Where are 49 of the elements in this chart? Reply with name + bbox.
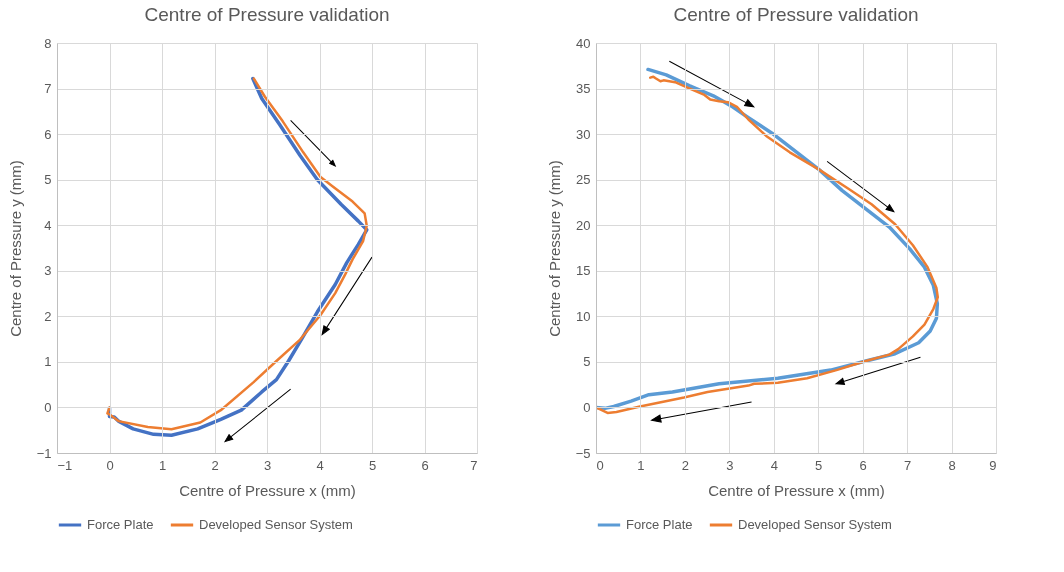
y-tick-label: −1 [36,445,52,461]
y-axis-title: Centre of Pressure y (mm) [545,160,563,337]
y-tick-label: −5 [575,445,591,461]
y-tick-label: 25 [576,172,591,188]
chart-title: Centre of Pressure validation [144,4,390,25]
y-tick-label: 40 [576,35,591,51]
chart-title: Centre of Pressure validation [673,4,919,25]
x-tick-label: 8 [948,457,956,473]
y-tick-label: 8 [44,35,52,51]
y-tick-label: 0 [44,399,52,415]
y-tick-label: 4 [44,217,52,233]
y-tick-label: 3 [44,263,52,279]
x-axis-title: Centre of Pressure x (mm) [179,481,356,499]
y-tick-label: 5 [583,354,591,370]
x-tick-label: 3 [263,457,272,473]
x-tick-label: 2 [681,457,690,473]
legend-label: Developed Sensor System [199,517,353,532]
x-tick-label: 7 [470,457,478,473]
x-tick-label: 4 [770,457,778,473]
legend-label: Developed Sensor System [738,517,892,532]
x-tick-label: 0 [596,457,604,473]
x-tick-label: 5 [815,457,823,473]
legend-label: Force Plate [626,517,693,532]
x-tick-label: 4 [316,457,324,473]
x-axis-title: Centre of Pressure x (mm) [708,481,885,499]
x-tick-label: −1 [57,457,73,473]
x-tick-label: 2 [211,457,219,473]
y-tick-label: 1 [44,354,52,370]
y-axis-title: Centre of Pressure y (mm) [6,160,24,337]
x-tick-label: 0 [106,457,114,473]
y-tick-label: 5 [44,172,52,188]
x-tick-label: 6 [421,457,429,473]
legend-label: Force Plate [87,517,154,532]
x-tick-label: 6 [859,457,867,473]
y-tick-label: 0 [583,399,591,415]
y-tick-label: 20 [576,217,591,233]
y-tick-label: 30 [576,126,591,142]
y-tick-label: 2 [44,308,52,324]
x-tick-label: 7 [903,457,912,473]
x-tick-label: 1 [637,457,645,473]
y-tick-label: 7 [44,81,52,97]
x-tick-label: 3 [726,457,734,473]
x-tick-label: 1 [158,457,167,473]
y-tick-label: 15 [576,263,591,279]
y-tick-label: 6 [44,126,52,142]
x-tick-label: 5 [368,457,377,473]
x-tick-label: 9 [989,457,997,473]
y-tick-label: 35 [576,81,591,97]
y-tick-label: 10 [576,308,591,324]
